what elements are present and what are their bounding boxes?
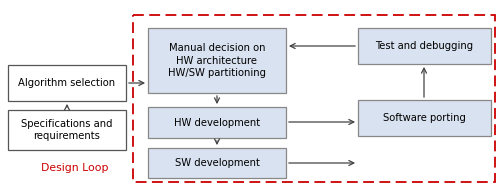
Bar	[133, 15, 495, 182]
Bar	[148, 148, 286, 178]
Text: Algorithm selection: Algorithm selection	[19, 78, 116, 88]
Text: HW development: HW development	[174, 118, 260, 127]
Text: SW development: SW development	[174, 158, 260, 168]
Bar	[148, 107, 286, 138]
Text: Specifications and
requirements: Specifications and requirements	[21, 119, 113, 141]
Text: Software porting: Software porting	[383, 113, 466, 123]
Bar	[8, 65, 126, 101]
Bar	[8, 110, 126, 150]
Bar	[148, 28, 286, 93]
Text: Design Loop: Design Loop	[41, 163, 109, 173]
Bar	[358, 28, 491, 64]
Text: Manual decision on
HW architecture
HW/SW partitioning: Manual decision on HW architecture HW/SW…	[168, 43, 266, 78]
Bar	[358, 100, 491, 136]
Text: Test and debugging: Test and debugging	[375, 41, 473, 51]
